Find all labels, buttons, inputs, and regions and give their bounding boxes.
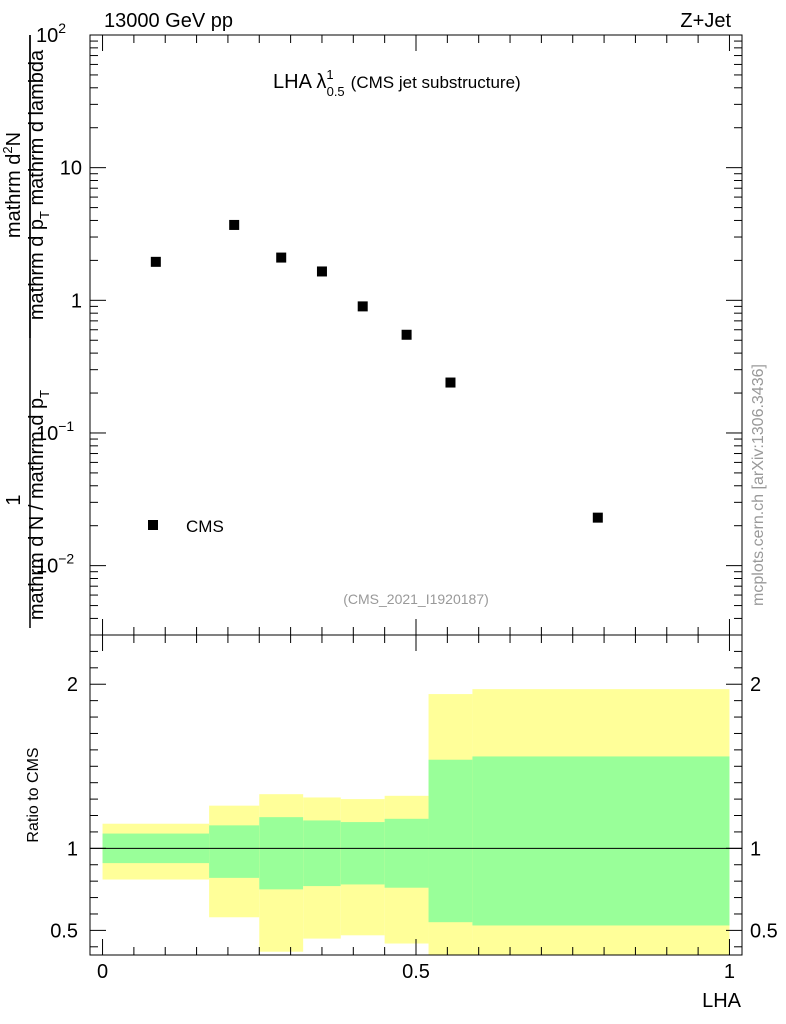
ratio-band-green-4 [340, 822, 385, 885]
y-label-numerator-inner: mathrm d2N [0, 132, 25, 238]
data-point-cms-4 [357, 301, 368, 312]
title-main: LHA λ [273, 71, 326, 93]
x-axis-label: LHA [702, 990, 742, 1012]
ratio-band-green-3 [303, 820, 341, 887]
data-points [150, 219, 603, 523]
y-num-inner-text: mathrm d [3, 154, 25, 238]
title-suffix: (CMS jet substructure) [351, 73, 521, 92]
data-point-cms-0 [150, 256, 161, 267]
y-denom-inner-sub: T [37, 211, 52, 219]
header-right: Z+Jet [680, 10, 731, 32]
data-point-cms-7 [592, 512, 603, 523]
ratio-band-green-7 [472, 756, 730, 926]
data-point-cms-2 [276, 252, 287, 263]
legend-label-cms: CMS [186, 517, 224, 536]
y-denom-inner-end: mathrm d lambda [26, 49, 48, 211]
header-left: 13000 GeV pp [104, 10, 233, 32]
ratio-band-green-2 [259, 817, 304, 890]
main-y-tick-label-3: 10−1 [36, 418, 74, 445]
ratio-band-green-6 [428, 759, 473, 923]
ratio-band-green-5 [384, 818, 429, 888]
data-point-cms-6 [445, 377, 456, 388]
y-num-inner-sup: 2 [0, 146, 15, 153]
data-point-cms-5 [401, 329, 412, 340]
ratio-y-tick-label-left-1: 1 [67, 838, 78, 860]
x-tick-label-2: 1 [724, 961, 735, 983]
plot-title: LHA λ1 0.5 (CMS jet substructure) [273, 67, 521, 99]
ratio-y-tick-label-right-0: 2 [750, 674, 761, 696]
ratio-bands [102, 689, 730, 955]
ratio-y-tick-label-left-2: 0.5 [50, 920, 78, 942]
ratio-y-label: Ratio to CMS [25, 747, 42, 842]
title-sup: 1 [326, 67, 333, 82]
x-tick-label-0: 0 [97, 961, 108, 983]
main-y-tick-label-2: 1 [71, 290, 82, 312]
ratio-y-tick-label-right-2: 0.5 [750, 920, 778, 942]
y-denom-outer-text: mathrm d N / mathrm d p [26, 398, 48, 620]
data-point-cms-3 [316, 266, 327, 277]
ratio-y-tick-label-left-0: 2 [67, 674, 78, 696]
y-label-denominator-inner: mathrm d pT mathrm d lambda [26, 49, 52, 320]
main-y-label: 1 mathrm d N / mathrm d pT mathrm d2N ma… [0, 35, 52, 628]
x-ticks: 0 0.5 1 [97, 35, 735, 983]
y-denom-inner-text: mathrm d p [26, 219, 48, 320]
side-label: mcplots.cern.ch [arXiv:1306.3436] [750, 364, 767, 606]
ratio-band-green-1 [209, 825, 260, 878]
main-y-ticks: 102 10 1 10−1 10−2 [36, 20, 742, 636]
y-denom-outer-sub: T [37, 390, 52, 398]
main-y-tick-label-4: 10−2 [36, 551, 74, 578]
ratio-y-tick-label-right-1: 1 [750, 838, 761, 860]
legend: CMS [148, 517, 224, 536]
y-label-numerator-one: 1 [3, 494, 25, 505]
x-tick-label-1: 0.5 [402, 961, 430, 983]
main-frame [89, 34, 743, 636]
data-point-cms-1 [229, 219, 240, 230]
main-y-tick-label-0: 102 [36, 20, 66, 47]
legend-marker-cms [148, 520, 158, 530]
y-label-denominator-outer: mathrm d N / mathrm d pT [26, 390, 52, 620]
title-sub: 0.5 [327, 84, 345, 99]
main-y-tick-label-1: 10 [60, 158, 82, 180]
analysis-tag: (CMS_2021_I1920187) [343, 591, 489, 607]
y-num-inner-end: N [3, 132, 25, 146]
